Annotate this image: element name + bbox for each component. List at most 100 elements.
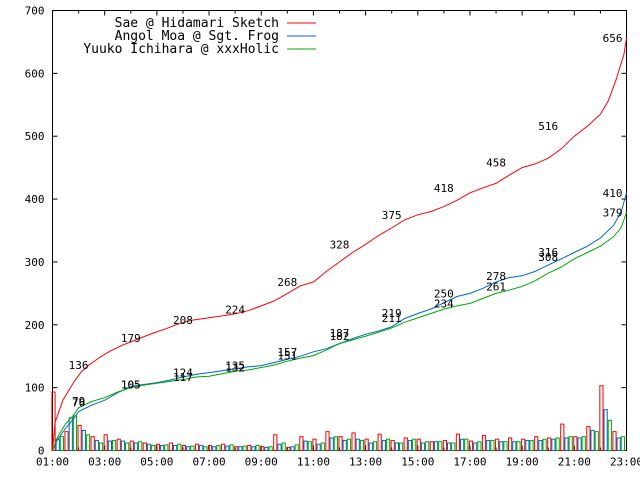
bar xyxy=(116,438,121,451)
bar xyxy=(133,442,139,452)
bar xyxy=(416,438,421,451)
bar xyxy=(225,445,230,452)
bar xyxy=(203,446,208,452)
bar xyxy=(359,439,365,452)
bar xyxy=(477,441,482,452)
bar xyxy=(516,441,521,452)
bar xyxy=(581,436,586,451)
bar xyxy=(616,437,621,451)
bar xyxy=(594,431,599,451)
bar xyxy=(521,438,526,451)
bar xyxy=(299,436,304,451)
bar xyxy=(438,441,443,452)
bar xyxy=(251,446,256,452)
bar xyxy=(381,439,386,452)
data-label: 182 xyxy=(330,330,350,343)
y-tick-label: 400 xyxy=(25,193,45,206)
y-tick-label: 0 xyxy=(38,445,45,458)
bar xyxy=(181,444,187,452)
bar xyxy=(481,434,487,451)
data-label: 79 xyxy=(72,395,85,408)
bar xyxy=(207,444,213,452)
data-label: 105 xyxy=(121,379,141,392)
data-label: 135 xyxy=(225,360,245,373)
bar xyxy=(85,434,91,451)
x-tick-label: 01:00 xyxy=(36,456,69,469)
bar xyxy=(385,438,391,451)
x-tick-label: 09:00 xyxy=(245,456,278,469)
bar xyxy=(603,409,608,451)
bar xyxy=(155,443,160,452)
bar xyxy=(551,438,556,451)
bar xyxy=(590,429,595,451)
bar xyxy=(555,437,560,451)
y-tick-label: 600 xyxy=(25,67,45,80)
data-label: 268 xyxy=(277,276,297,289)
bar xyxy=(303,440,308,452)
bar xyxy=(425,441,430,452)
bar xyxy=(59,436,65,451)
bar xyxy=(586,426,591,452)
x-tick-label: 17:00 xyxy=(453,456,486,469)
y-tick-label: 500 xyxy=(25,130,45,143)
data-label: 278 xyxy=(486,270,506,283)
bar xyxy=(420,442,426,452)
data-label: 261 xyxy=(486,280,506,293)
bar xyxy=(129,440,134,452)
data-label: 375 xyxy=(382,209,402,222)
bar xyxy=(538,439,543,452)
bar xyxy=(460,438,465,451)
bar xyxy=(112,439,117,452)
series-lines xyxy=(52,38,627,451)
data-label: 208 xyxy=(173,314,193,327)
x-tick-label: 13:00 xyxy=(349,456,382,469)
y-tick-label: 700 xyxy=(25,5,45,18)
bar xyxy=(612,431,617,451)
data-label: 211 xyxy=(382,312,402,325)
bar xyxy=(499,441,504,452)
bar xyxy=(433,441,439,452)
bar xyxy=(238,446,243,452)
bar xyxy=(547,437,552,451)
data-label: 151 xyxy=(277,350,297,363)
bar xyxy=(390,439,395,452)
bar xyxy=(177,443,182,452)
bar xyxy=(107,440,113,452)
bar xyxy=(260,446,265,452)
data-label: 136 xyxy=(69,359,89,372)
bar xyxy=(490,439,495,452)
data-label: 250 xyxy=(434,287,454,300)
data-label: 187 xyxy=(330,327,350,340)
bar xyxy=(338,436,343,451)
data-label: 316 xyxy=(538,246,558,259)
bar xyxy=(407,439,413,452)
x-tick-label: 07:00 xyxy=(192,456,225,469)
data-label: 157 xyxy=(277,346,297,359)
bar xyxy=(403,437,408,451)
bar xyxy=(342,439,347,452)
legend-label: Yuuko Ichihara @ xxxHolic xyxy=(83,42,279,57)
bar xyxy=(560,423,565,452)
data-label: 418 xyxy=(434,182,454,195)
x-tick-label: 19:00 xyxy=(506,456,539,469)
bar xyxy=(473,442,478,452)
bar xyxy=(368,442,373,452)
x-axis: 01:00 03:00 05:00 07:00 09:00 11:00 13:00 15:00… xyxy=(36,10,640,469)
bar xyxy=(529,439,534,452)
bar xyxy=(103,434,108,451)
bar xyxy=(355,438,360,451)
bar xyxy=(138,441,143,452)
bar xyxy=(333,436,338,451)
bar xyxy=(159,444,165,452)
data-label: 132 xyxy=(225,362,245,375)
bar xyxy=(534,436,539,451)
data-label: 179 xyxy=(121,332,141,345)
bar xyxy=(573,436,578,451)
bar xyxy=(346,438,352,451)
legend-label: Angol Moa @ Sgt. Frog xyxy=(115,29,279,44)
bar xyxy=(120,440,126,452)
bar xyxy=(486,439,491,452)
bar xyxy=(286,446,291,452)
bar xyxy=(168,442,174,452)
